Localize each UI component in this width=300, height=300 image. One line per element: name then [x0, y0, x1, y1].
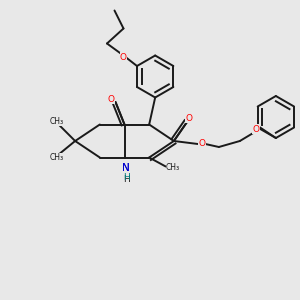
Text: O: O [107, 94, 115, 103]
Text: O: O [185, 114, 192, 123]
Text: H: H [123, 175, 129, 184]
Text: O: O [253, 124, 260, 134]
Text: CH₃: CH₃ [50, 153, 64, 162]
Text: H: H [123, 172, 129, 182]
Text: CH₃: CH₃ [50, 117, 64, 126]
Text: O: O [199, 140, 206, 148]
Text: CH₃: CH₃ [166, 164, 180, 172]
Text: N: N [122, 163, 130, 173]
Text: O: O [120, 52, 127, 62]
Text: N: N [122, 163, 130, 173]
